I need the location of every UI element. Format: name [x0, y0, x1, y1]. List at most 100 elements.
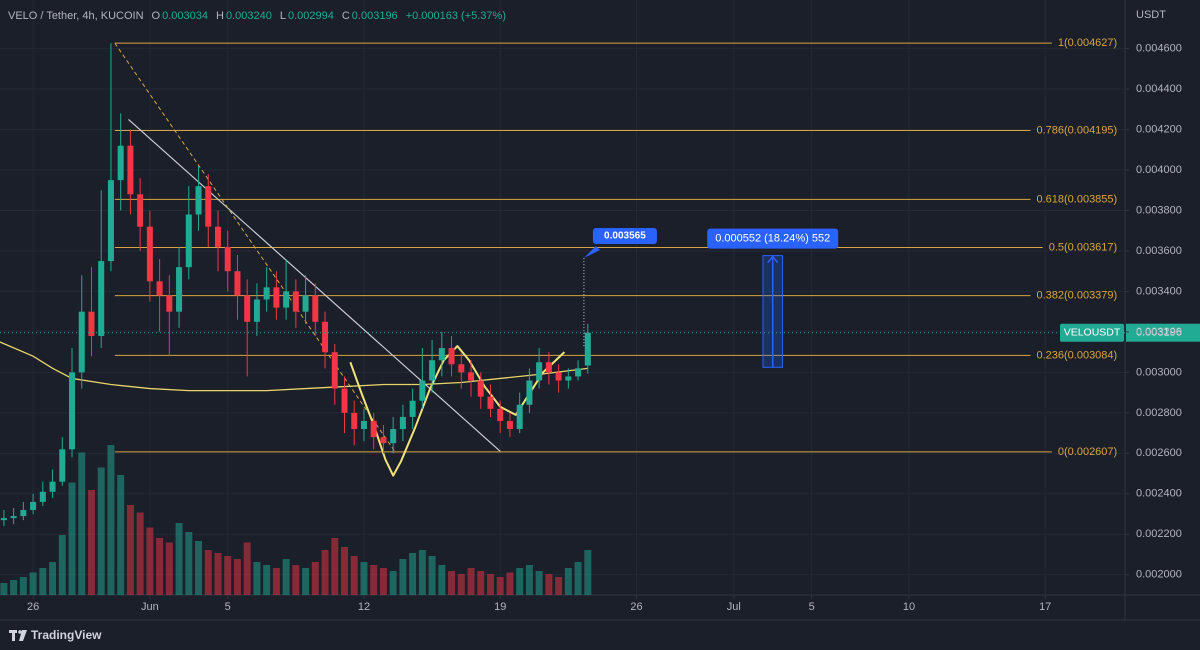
volume-bar [49, 562, 57, 595]
volume-bar [379, 568, 387, 595]
volume-bar [97, 467, 105, 595]
volume-bar [506, 572, 514, 595]
candle-body [351, 412, 358, 430]
volume-bar [263, 565, 271, 595]
candle-body [107, 180, 114, 262]
volume-bar [107, 445, 115, 595]
volume-bar [564, 568, 572, 595]
logo-part [12, 630, 15, 641]
candle-body [438, 348, 445, 361]
header-text: VELO / Tether, 4h, KUCOIN [8, 10, 144, 22]
volume-bar [156, 538, 164, 595]
candle-body [10, 516, 17, 519]
candle-body [0, 518, 7, 521]
y-tick-label: 0.003000 [1136, 366, 1182, 378]
volume-bar [311, 562, 319, 595]
candle-body [195, 186, 202, 215]
candle-body [59, 449, 66, 482]
y-tick-label: 0.004400 [1136, 83, 1182, 95]
volume-bar [516, 568, 524, 595]
callout-label: 0.003565 [604, 231, 646, 242]
y-tick-label: 0.002400 [1136, 488, 1182, 500]
volume-bar [175, 523, 183, 595]
symbol-label: VELOUSDT [1064, 326, 1121, 338]
moving-average [0, 341, 588, 392]
volume-bar [341, 547, 349, 595]
volume-bar [477, 571, 485, 595]
y-tick-label: 0.004200 [1136, 123, 1182, 135]
candles [0, 43, 591, 527]
candle-body [448, 348, 455, 365]
candle-body [156, 281, 163, 296]
axis-unit: USDT [1136, 9, 1166, 21]
candle-body [477, 380, 484, 397]
volume-bar [146, 527, 154, 595]
header-text: 0.002994 [288, 10, 334, 22]
volume-bar [448, 571, 456, 595]
volume-bar [282, 559, 290, 595]
header-text: L [280, 10, 286, 22]
candle-body [526, 380, 533, 405]
volume-bar [204, 550, 212, 595]
candle-body [263, 287, 270, 300]
volume-bar [185, 532, 193, 595]
fib-label: 0.786(0.004195) [1036, 124, 1117, 136]
volume-bar [292, 565, 300, 595]
candle-body [312, 295, 319, 322]
candle-body [399, 416, 406, 430]
candle-body [214, 226, 221, 247]
volume-bar [243, 542, 251, 595]
x-tick-label: 26 [630, 601, 642, 613]
candle-body [331, 352, 338, 389]
candle-body [584, 332, 591, 366]
header-text: 0.003240 [226, 10, 272, 22]
volume-bar [535, 571, 543, 595]
price-tag [1126, 323, 1200, 342]
volume-bar [360, 562, 368, 595]
y-tick-label: 0.003200 [1136, 326, 1182, 338]
candle-body [458, 364, 465, 373]
candle-body [302, 295, 309, 312]
candle-body [575, 368, 582, 377]
candle-body [555, 372, 562, 381]
volume-bar [58, 535, 66, 595]
candle-body [409, 400, 416, 417]
y-tick-label: 0.002600 [1136, 447, 1182, 459]
volume-bar [19, 577, 27, 595]
header-text: C [342, 10, 350, 22]
candle-body [292, 291, 299, 312]
candle-body [487, 396, 494, 409]
volume-bar [555, 577, 563, 595]
brand-name: TradingView [31, 628, 102, 642]
x-tick-label: 10 [903, 601, 915, 613]
volume-bar [214, 553, 222, 595]
volume-bar [584, 550, 592, 595]
fib-label: 0.5(0.003617) [1049, 241, 1118, 253]
volume-bar [302, 568, 310, 595]
header: VELO / Tether, 4h, KUCOIN O 0.003034 H 0.003… [8, 10, 506, 22]
y-tick-label: 0.002200 [1136, 528, 1182, 540]
x-tick-label: 26 [27, 601, 39, 613]
candle-body [322, 321, 329, 353]
volume-bar [165, 542, 173, 595]
candle-body [49, 481, 56, 492]
volume-bar [195, 541, 203, 595]
volume-bar [117, 475, 125, 595]
candle-body [370, 420, 377, 438]
volume-bar [126, 505, 134, 595]
volume-bar [331, 538, 339, 595]
volume-bar [68, 482, 76, 595]
candle-body [185, 214, 192, 268]
volume-bar [428, 556, 436, 595]
fib-label: 1(0.004627) [1058, 37, 1117, 49]
brand-logo [9, 630, 27, 641]
volume-bar [233, 559, 241, 595]
header-text: 0.003196 [352, 10, 398, 22]
candle-body [78, 311, 85, 373]
volume-bar [545, 574, 553, 595]
volume-bar [438, 565, 446, 595]
range-arrowhead [767, 255, 779, 264]
header-text: +0.000163 (+5.37%) [406, 10, 506, 22]
candle-body [253, 299, 260, 322]
